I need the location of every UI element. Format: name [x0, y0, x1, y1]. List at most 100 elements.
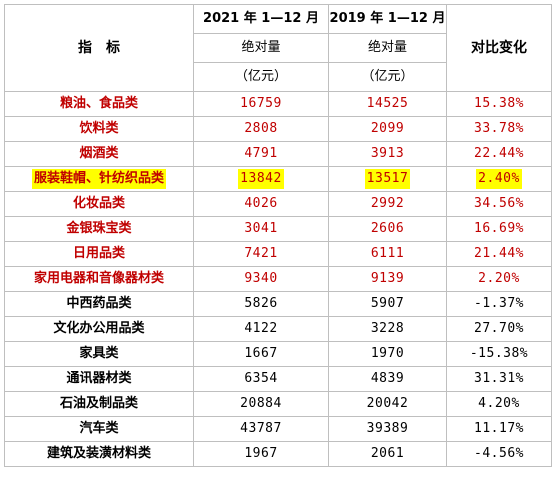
row-category-name-text: 建筑及装潢材料类	[46, 446, 151, 461]
header-2019-title: 2019 年 1—12 月	[328, 4, 447, 34]
row-value-2019-text: 6111	[370, 246, 405, 261]
row-value-2021-text: 1967	[244, 446, 278, 461]
row-value-2021-text: 3041	[244, 221, 278, 236]
row-value-2019-text: 2992	[370, 196, 405, 211]
row-category-name-text: 金银珠宝类	[66, 221, 132, 236]
row-change-percent: 16.69%	[446, 216, 552, 242]
row-value-2019: 2061	[328, 441, 447, 467]
row-category-name-text: 石油及制品类	[59, 396, 138, 411]
row-value-2021: 4122	[193, 316, 329, 342]
table-row: 建筑及装潢材料类 1967 2061 -4.56%	[4, 441, 552, 467]
table-row: 烟酒类 4791 3913 22.44%	[4, 141, 552, 167]
row-value-2021-text: 5826	[244, 296, 278, 311]
row-change-percent-text: -4.56%	[474, 446, 524, 461]
data-table-container: 指 标 2021 年 1—12 月 2019 年 1—12 月 对比变化 绝对量…	[4, 4, 552, 467]
row-category-name: 文化办公用品类	[4, 316, 194, 342]
row-change-percent-text: 2.40%	[476, 169, 522, 189]
row-value-2021-text: 16759	[240, 96, 282, 111]
row-value-2019-text: 20042	[366, 396, 409, 411]
table-row: 化妆品类 4026 2992 34.56%	[4, 191, 552, 217]
row-value-2021-text: 43787	[240, 421, 282, 436]
row-change-percent: 33.78%	[446, 116, 552, 142]
header-2019-unit: （亿元）	[328, 62, 447, 92]
row-value-2019: 14525	[328, 91, 447, 117]
row-category-name-text: 服装鞋帽、针纺织品类	[31, 169, 166, 189]
row-change-percent: 27.70%	[446, 316, 552, 342]
row-change-percent: -4.56%	[446, 441, 552, 467]
row-value-2019: 39389	[328, 416, 447, 442]
table-row: 家具类 1667 1970 -15.38%	[4, 341, 552, 367]
row-value-2019-text: 9139	[370, 271, 405, 286]
row-category-name-text: 文化办公用品类	[53, 321, 145, 336]
row-category-name-text: 日用品类	[72, 246, 125, 261]
row-change-percent-text: 31.31%	[474, 371, 524, 386]
table-row: 汽车类 43787 39389 11.17%	[4, 416, 552, 442]
row-value-2019-text: 2606	[370, 221, 405, 236]
row-value-2021-text: 9340	[244, 271, 278, 286]
row-category-name-text: 粮油、食品类	[59, 96, 138, 111]
row-value-2019: 20042	[328, 391, 447, 417]
row-change-percent-text: 27.70%	[474, 321, 524, 336]
table-row: 饮料类 2808 2099 33.78%	[4, 116, 552, 142]
row-change-percent: 21.44%	[446, 241, 552, 267]
header-index: 指 标	[4, 4, 194, 92]
row-value-2021: 3041	[193, 216, 329, 242]
row-value-2019-text: 13517	[364, 169, 411, 189]
table-row: 家用电器和音像器材类 9340 9139 2.20%	[4, 266, 552, 292]
row-value-2021: 16759	[193, 91, 329, 117]
table-row: 服装鞋帽、针纺织品类 13842 13517 2.40%	[4, 166, 552, 192]
row-change-percent-text: 15.38%	[474, 96, 524, 111]
row-category-name: 金银珠宝类	[4, 216, 194, 242]
row-change-percent: 11.17%	[446, 416, 552, 442]
table-row: 石油及制品类 20884 20042 4.20%	[4, 391, 552, 417]
row-value-2019: 13517	[328, 166, 447, 192]
row-category-name-text: 家具类	[79, 346, 119, 361]
row-value-2021: 5826	[193, 291, 329, 317]
header-2019-abs: 绝对量	[328, 33, 447, 63]
row-change-percent-text: 11.17%	[474, 421, 524, 436]
table-row: 金银珠宝类 3041 2606 16.69%	[4, 216, 552, 242]
row-value-2019-text: 3913	[370, 146, 405, 161]
row-value-2021-text: 1667	[244, 346, 278, 361]
table-body: 粮油、食品类 16759 14525 15.38% 饮料类 2808 2099 33.78% 烟…	[4, 91, 552, 467]
row-value-2021-text: 7421	[244, 246, 278, 261]
sales-comparison-table: 指 标 2021 年 1—12 月 2019 年 1—12 月 对比变化 绝对量…	[4, 4, 552, 467]
header-2021-unit: （亿元）	[193, 62, 329, 92]
row-value-2019: 3228	[328, 316, 447, 342]
row-value-2019: 3913	[328, 141, 447, 167]
row-value-2019: 9139	[328, 266, 447, 292]
row-value-2019: 1970	[328, 341, 447, 367]
row-value-2019: 5907	[328, 291, 447, 317]
row-value-2021: 6354	[193, 366, 329, 392]
header-2021-abs: 绝对量	[193, 33, 329, 63]
row-change-percent-text: -15.38%	[469, 346, 529, 361]
row-category-name: 烟酒类	[4, 141, 194, 167]
row-category-name: 建筑及装潢材料类	[4, 441, 194, 467]
table-row: 通讯器材类 6354 4839 31.31%	[4, 366, 552, 392]
row-change-percent-text: -1.37%	[474, 296, 524, 311]
row-category-name-text: 烟酒类	[79, 146, 119, 161]
row-category-name: 中西药品类	[4, 291, 194, 317]
row-change-percent: 2.40%	[446, 166, 552, 192]
row-value-2021: 1967	[193, 441, 329, 467]
row-value-2019-text: 5907	[370, 296, 405, 311]
row-value-2019: 2099	[328, 116, 447, 142]
row-change-percent: -1.37%	[446, 291, 552, 317]
row-value-2019-text: 39389	[366, 421, 409, 436]
row-value-2019-text: 2061	[370, 446, 405, 461]
row-value-2021-text: 2808	[244, 121, 278, 136]
row-category-name: 石油及制品类	[4, 391, 194, 417]
row-change-percent: 2.20%	[446, 266, 552, 292]
row-category-name: 家具类	[4, 341, 194, 367]
row-value-2019-text: 1970	[370, 346, 405, 361]
row-value-2019-text: 2099	[370, 121, 405, 136]
row-category-name-text: 家用电器和音像器材类	[33, 271, 164, 286]
row-value-2021: 1667	[193, 341, 329, 367]
row-change-percent-text: 33.78%	[474, 121, 524, 136]
header-compare: 对比变化	[446, 4, 552, 92]
row-value-2021-text: 20884	[240, 396, 282, 411]
row-category-name-text: 化妆品类	[72, 196, 125, 211]
row-change-percent-text: 16.69%	[474, 221, 524, 236]
row-category-name-text: 饮料类	[79, 121, 119, 136]
row-change-percent-text: 2.20%	[478, 271, 520, 286]
